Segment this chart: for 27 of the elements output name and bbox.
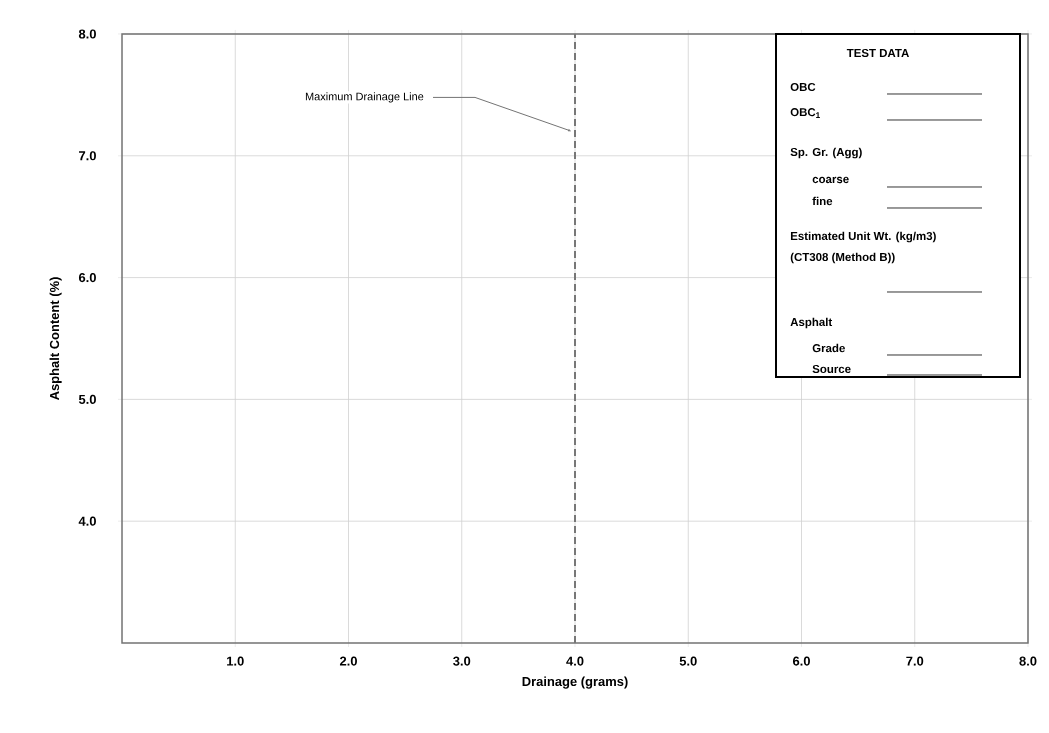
x-tick-label: 4.0 [566, 656, 584, 666]
y-axis-title: Asphalt Content (%) [49, 277, 62, 401]
annotation: Source [812, 364, 851, 374]
x-tick-label: 3.0 [453, 656, 471, 666]
annotation: coarse [812, 176, 849, 184]
annotation: Sp. Gr. (Agg) [790, 147, 862, 159]
x-tick-label: 6.0 [792, 656, 810, 666]
x-tick-label: 7.0 [906, 656, 924, 666]
annotation: OBC$_{1}$ [790, 108, 820, 118]
annotation: OBC [790, 82, 816, 92]
annotation: Grade [812, 343, 845, 353]
y-tick-label: 4.0 [78, 516, 96, 526]
y-tick-label: 8.0 [78, 29, 96, 39]
annotation: fine [812, 196, 833, 206]
y-tick-label: 7.0 [79, 151, 96, 161]
x-axis-title: Drainage (grams) [522, 676, 628, 689]
annotation: TEST DATA [846, 48, 909, 58]
x-tick-label: 2.0 [339, 656, 357, 666]
y-tick-label: 5.0 [78, 394, 96, 404]
y-tick-label: 6.0 [78, 273, 96, 283]
x-tick-label: 5.0 [679, 656, 697, 666]
annotation: Asphalt [790, 317, 833, 329]
ref-line-label: Maximum Drainage Line [305, 92, 424, 103]
annotation: Estimated Unit Wt. (kg/m3) [790, 231, 936, 243]
annotation: (CT308 (Method B)) [790, 252, 895, 264]
x-tick-label: 8.0 [1019, 656, 1037, 666]
x-tick-label: 1.0 [227, 656, 244, 666]
